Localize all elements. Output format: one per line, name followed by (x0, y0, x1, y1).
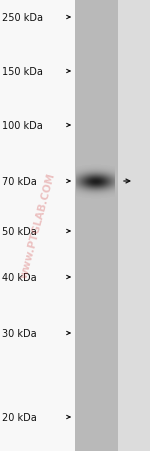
Text: 50 kDa: 50 kDa (2, 226, 37, 236)
Text: www.PTGLAB.COM: www.PTGLAB.COM (19, 172, 57, 279)
Text: 150 kDa: 150 kDa (2, 67, 43, 77)
Text: 100 kDa: 100 kDa (2, 121, 43, 131)
Text: 250 kDa: 250 kDa (2, 13, 43, 23)
Text: 30 kDa: 30 kDa (2, 328, 37, 338)
Text: 20 kDa: 20 kDa (2, 412, 37, 422)
Text: 70 kDa: 70 kDa (2, 177, 37, 187)
Text: 40 kDa: 40 kDa (2, 272, 37, 282)
